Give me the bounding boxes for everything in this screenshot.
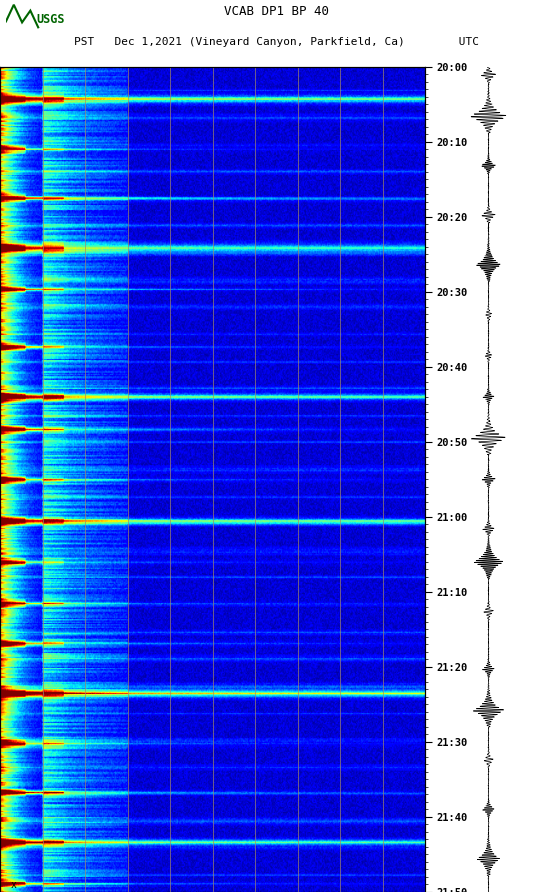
Text: VCAB DP1 BP 40: VCAB DP1 BP 40 (224, 5, 328, 19)
Text: USGS: USGS (36, 13, 65, 26)
Text: PST   Dec 1,2021 (Vineyard Canyon, Parkfield, Ca)        UTC: PST Dec 1,2021 (Vineyard Canyon, Parkfie… (73, 37, 479, 46)
Text: x: x (11, 880, 17, 889)
